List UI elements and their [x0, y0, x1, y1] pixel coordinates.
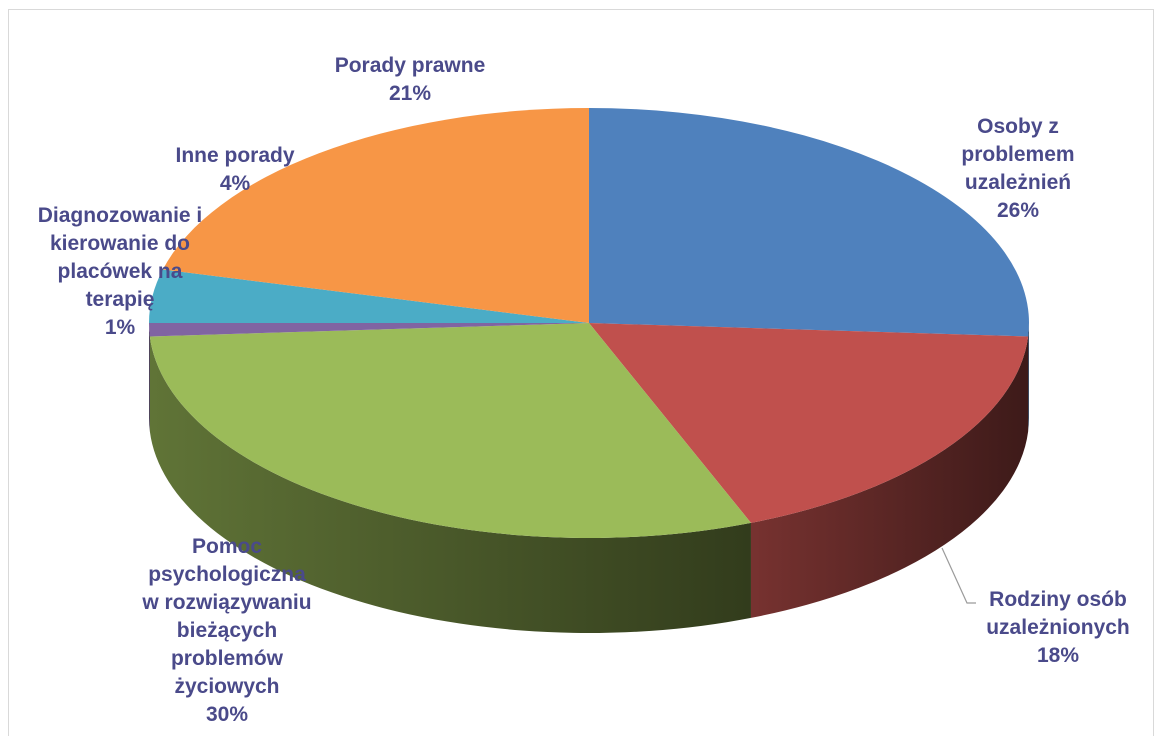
data-label-percent: 30% — [206, 703, 248, 726]
pie-slice-rodziny-oso-b-uzalez-nionych — [589, 323, 1029, 523]
pie-slice-pomoc-psychologiczna-w-rozwia-zywaniu-bi — [149, 323, 751, 538]
data-label-line: Rodziny osób — [989, 588, 1127, 611]
data-label-line: uzależnień — [965, 171, 1071, 194]
data-label-line: uzależnionych — [986, 616, 1130, 639]
data-label-line: bieżących — [177, 619, 277, 642]
data-label-percent: 4% — [220, 172, 251, 195]
data-label-inne-porady: Inne porady 4% — [175, 144, 294, 195]
data-label-line: Inne porady — [175, 144, 294, 167]
pie-side-osoby-z-problemem-uzalez-nien — [1028, 323, 1029, 432]
pie-slice-diagnozowanie-i-kierowanie-do-placo-wek- — [149, 323, 589, 337]
pie-sides — [149, 323, 1029, 633]
data-label-line: Diagnozowanie i — [38, 204, 203, 227]
data-label-rodziny-oso-b-uzalez-nionych: Rodziny osób uzależnionych 18% — [986, 588, 1130, 667]
data-label-line: terapię — [86, 288, 155, 311]
data-label-line: Osoby z — [977, 115, 1059, 138]
data-label-line: psychologiczna — [148, 563, 306, 586]
data-label-line: Pomoc — [192, 535, 262, 558]
leader-lines — [941, 547, 976, 604]
pie-side-diagnozowanie-i-kierowanie-do-placo-wek- — [149, 323, 150, 432]
data-label-diagnozowanie-i-kierowanie-do-placo-wek-: Diagnozowanie i kierowanie do placówek na t… — [38, 204, 203, 339]
data-label-pomoc-psychologiczna-w-rozwia-zywaniu-bi: Pomoc psychologiczna w rozwiązywaniu bieżąc… — [141, 535, 311, 726]
leader-line-rodziny — [941, 547, 976, 604]
data-label-line: problemów — [171, 647, 284, 670]
data-label-line: w rozwiązywaniu — [141, 591, 311, 614]
data-label-osoby-z-problemem-uzalez-nien: Osoby z problemem uzależnień 26% — [961, 115, 1074, 222]
data-labels: Osoby z problemem uzależnień 26% Rodziny osó… — [38, 54, 1130, 726]
data-label-porady-prawne: Porady prawne 21% — [335, 54, 486, 105]
pie-side-rodziny-oso-b-uzalez-nionych — [750, 336, 1029, 618]
data-label-percent: 18% — [1037, 644, 1079, 667]
data-label-percent: 1% — [105, 316, 136, 339]
data-label-line: kierowanie do — [50, 232, 190, 255]
data-label-line: placówek na — [58, 260, 183, 283]
pie-slice-inne-porady — [149, 269, 589, 323]
data-label-line: Porady prawne — [335, 54, 486, 77]
data-label-percent: 26% — [997, 199, 1039, 222]
data-label-line: problemem — [961, 143, 1074, 166]
pie-slice-osoby-z-problemem-uzalez-nien — [589, 108, 1029, 337]
pie-slices — [149, 108, 1029, 538]
pie-slice-porady-prawne — [162, 108, 589, 323]
data-label-percent: 21% — [389, 82, 431, 105]
pie-side-pomoc-psychologiczna-w-rozwia-zywaniu-bi — [149, 336, 751, 633]
data-label-line: życiowych — [174, 675, 279, 698]
